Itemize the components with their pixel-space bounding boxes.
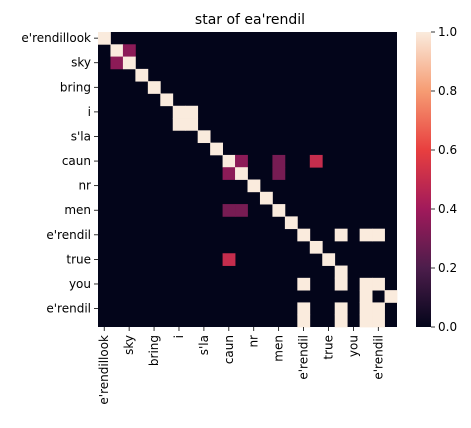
x-tick-label: sky	[122, 335, 136, 355]
heatmap-cell	[309, 240, 323, 254]
heatmap-cell	[172, 105, 186, 119]
heatmap-cell	[372, 302, 385, 316]
heatmap-cell	[110, 44, 124, 57]
heatmap-cell	[135, 68, 149, 82]
y-tick-label: e'rendil	[46, 228, 91, 242]
x-tick-label: e'rendil	[371, 335, 385, 380]
x-tick-label: e'rendillook	[97, 335, 111, 405]
heatmap-cell	[272, 204, 286, 217]
heatmap-cell	[185, 118, 199, 131]
heatmap-cell	[222, 154, 236, 168]
y-tick-label: s'la	[71, 129, 91, 143]
y-tick-label: i	[88, 105, 91, 119]
y-tick-label: e'rendil	[46, 302, 91, 316]
y-tick-label: men	[64, 203, 91, 217]
heatmap-cell	[359, 228, 373, 242]
heatmap-cell	[259, 191, 273, 205]
heatmap-cell	[98, 32, 111, 45]
x-tick-label: bring	[147, 335, 161, 366]
heatmap-cell	[334, 302, 348, 316]
heatmap-cell	[272, 167, 286, 180]
colorbar-tick-label: 0.8	[438, 84, 457, 98]
heatmap-cell	[334, 228, 348, 242]
x-tick-label: true	[321, 335, 335, 360]
x-tick-label: nr	[247, 335, 261, 348]
chart-title: star of ea'rendil	[195, 12, 305, 28]
x-tick-label: e'rendil	[297, 335, 311, 380]
y-tick-label: e'rendillook	[21, 31, 91, 45]
heatmap-cell	[372, 228, 385, 242]
heatmap-cell	[185, 105, 199, 119]
heatmap-cell	[235, 204, 248, 217]
heatmap-cell	[160, 93, 174, 107]
heatmap-cell	[222, 167, 236, 180]
heatmap-cell	[334, 265, 348, 279]
heatmap-cell	[372, 314, 385, 328]
heatmap-cell	[272, 154, 286, 168]
heatmap-cell	[247, 179, 261, 193]
colorbar-tick-label: 0.4	[438, 202, 457, 216]
y-tick-label: bring	[60, 80, 91, 94]
y-tick-label: sky	[71, 56, 91, 70]
x-tick-label: s'la	[197, 335, 211, 355]
y-tick-label: caun	[62, 154, 91, 168]
heatmap-cell	[122, 44, 136, 57]
heatmap-cell	[297, 302, 311, 316]
heatmap-cell	[309, 154, 323, 168]
heatmap-cell	[284, 216, 298, 230]
colorbar-tick-label: 0.0	[438, 320, 457, 334]
colorbar-tick-label: 0.2	[438, 261, 457, 275]
x-tick-labels: e'rendillook sky bring i s'la caun nr men e'rend…	[97, 327, 385, 405]
heatmap-cell	[359, 302, 373, 316]
colorbar-tick-label: 1.0	[438, 25, 457, 39]
heatmap-cell	[359, 277, 373, 291]
heatmap-cell	[359, 290, 373, 303]
heatmap-cell	[359, 314, 373, 328]
heatmap-cell	[172, 118, 186, 131]
heatmap-cell	[322, 253, 336, 266]
heatmap-cell	[197, 130, 211, 144]
heatmap-cell	[222, 253, 236, 266]
colorbar-gradient	[416, 32, 431, 327]
heatmap-cell	[372, 277, 385, 291]
x-tick-label: you	[346, 335, 360, 357]
heatmap-cell	[297, 228, 311, 242]
heatmap-cell	[334, 277, 348, 291]
y-tick-label: true	[66, 252, 91, 266]
heatmap-cell	[334, 314, 348, 328]
heatmap-cell	[384, 290, 398, 303]
heatmap-cell	[122, 56, 136, 70]
heatmap-cell	[297, 277, 311, 291]
heatmap-cell	[222, 204, 236, 217]
heatmap-cell	[235, 167, 248, 180]
heatmap-cell	[110, 56, 124, 70]
heatmap-cell	[147, 81, 161, 94]
y-tick-labels: e'rendillook sky bring i s'la caun nr men e'rend…	[21, 31, 98, 316]
heatmap-cells	[98, 32, 398, 328]
heatmap-cell	[235, 154, 248, 168]
colorbar: 0.0 0.2 0.4 0.6 0.8 1.0	[416, 25, 457, 334]
x-tick-label: caun	[222, 335, 236, 364]
x-tick-label: men	[272, 335, 286, 362]
heatmap-cell	[297, 314, 311, 328]
heatmap-cell	[210, 142, 223, 156]
y-tick-label: you	[69, 277, 91, 291]
y-tick-label: nr	[78, 179, 91, 193]
colorbar-tick-label: 0.6	[438, 143, 457, 157]
x-tick-label: i	[172, 335, 186, 338]
